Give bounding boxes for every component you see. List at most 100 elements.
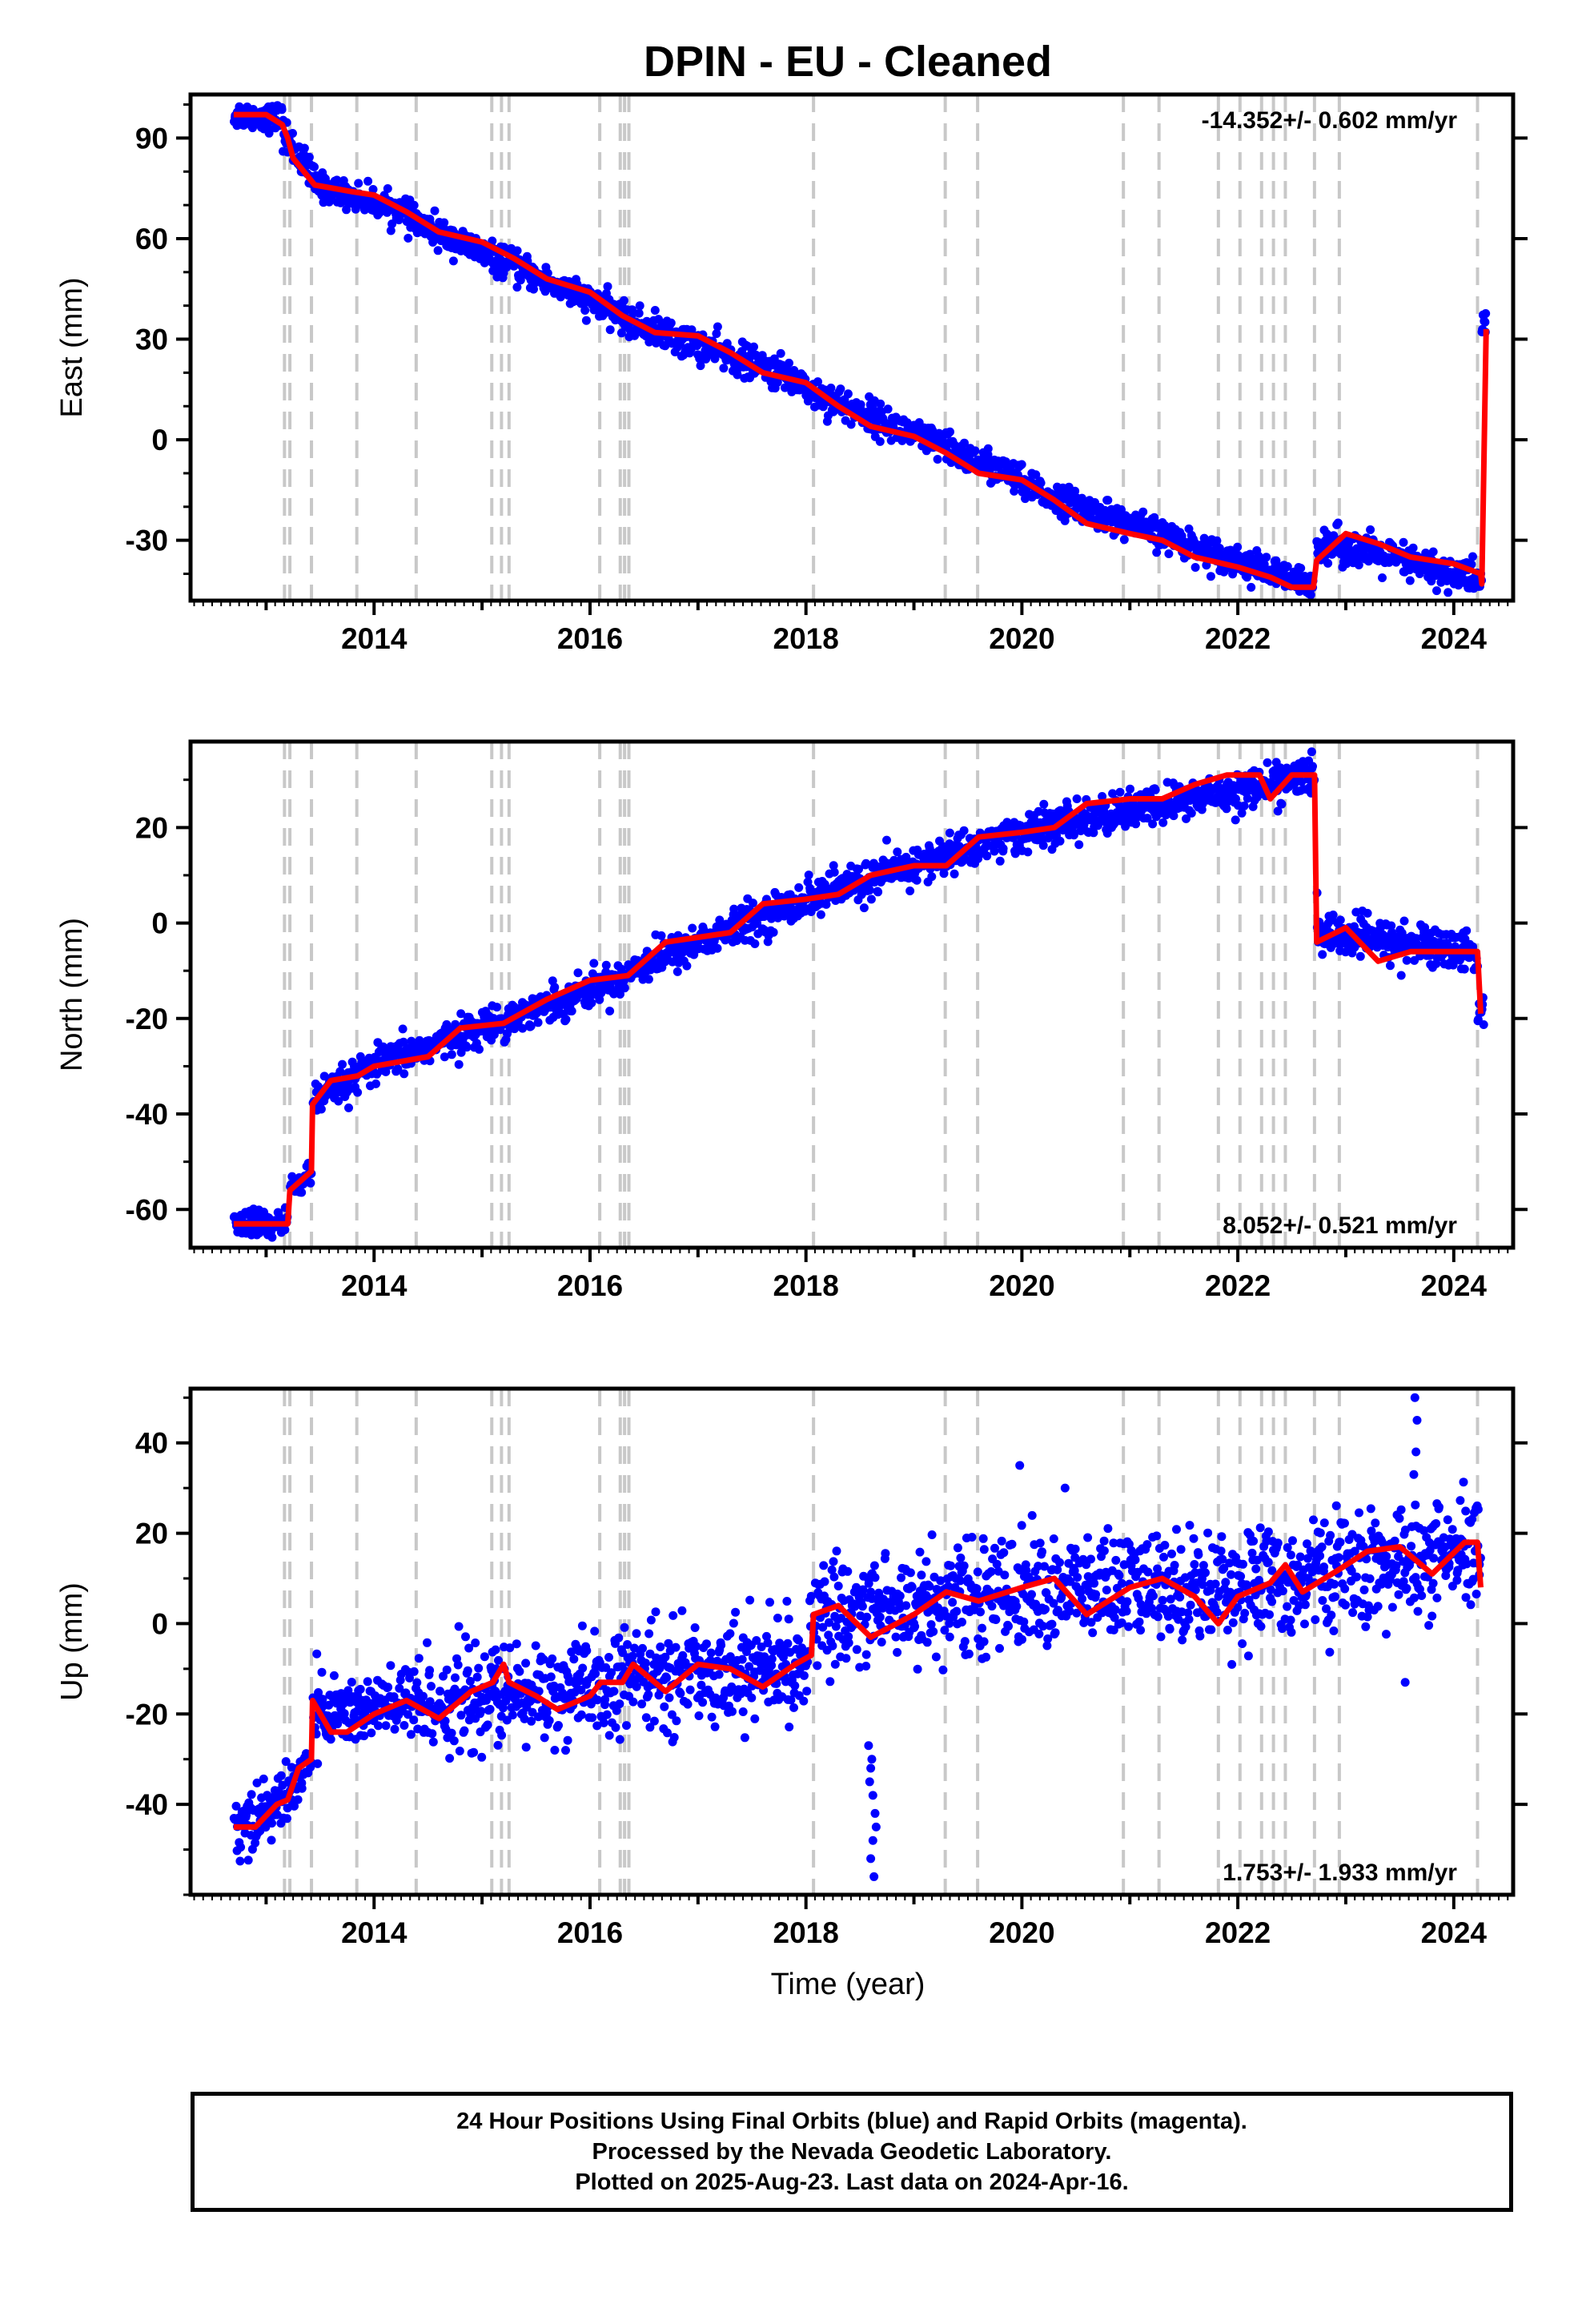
data-point: [1480, 317, 1490, 327]
data-point: [461, 1632, 470, 1642]
data-point: [440, 1052, 449, 1062]
data-point: [1397, 928, 1407, 938]
data-point: [737, 1655, 747, 1664]
data-point: [383, 1683, 393, 1692]
velocity-label: -14.352+/- 0.602 mm/yr: [1202, 107, 1458, 134]
data-point: [493, 1740, 503, 1750]
y-axis-title: East (mm): [55, 277, 89, 417]
data-point: [442, 1665, 452, 1675]
data-point: [696, 361, 705, 371]
data-point: [1259, 560, 1269, 569]
data-point: [1055, 836, 1065, 846]
data-point: [521, 1659, 531, 1668]
data-point: [540, 1733, 549, 1743]
data-point: [1460, 964, 1469, 974]
data-point: [664, 1638, 673, 1648]
data-point: [623, 1640, 632, 1649]
data-point: [767, 1661, 777, 1671]
data-point: [1098, 792, 1107, 801]
data-point: [485, 1704, 495, 1714]
data-point: [1215, 543, 1224, 553]
data-point: [1115, 787, 1125, 797]
data-point: [789, 366, 799, 375]
data-point: [343, 1686, 353, 1695]
data-point: [779, 1652, 788, 1662]
x-tick-label: 2014: [341, 622, 408, 655]
data-point: [339, 1709, 349, 1719]
data-point: [406, 1730, 416, 1739]
data-point: [1271, 556, 1281, 565]
data-point: [390, 1724, 400, 1734]
data-point: [995, 856, 1005, 866]
data-point: [252, 1778, 262, 1787]
data-point: [386, 226, 396, 235]
data-point: [1318, 950, 1327, 959]
data-point: [359, 1731, 369, 1741]
data-point: [725, 1629, 735, 1638]
data-point: [281, 1757, 291, 1767]
data-point: [1074, 840, 1084, 850]
data-point: [398, 1024, 408, 1034]
data-point: [663, 1728, 672, 1738]
data-point: [297, 1188, 307, 1197]
data-point: [612, 1706, 621, 1715]
data-point: [773, 377, 782, 387]
data-point: [427, 1682, 436, 1691]
data-point: [682, 961, 692, 971]
chart-title: DPIN - EU - Cleaned: [644, 38, 1052, 86]
data-point: [959, 826, 969, 835]
data-point: [1399, 916, 1409, 926]
data-point: [247, 1790, 256, 1799]
data-point: [620, 983, 629, 993]
data-point: [440, 218, 449, 227]
y-tick-label: 0: [151, 424, 168, 456]
data-point: [1335, 915, 1345, 925]
data-point: [1239, 801, 1249, 810]
data-point: [550, 1746, 560, 1755]
data-point: [314, 1082, 323, 1092]
data-point: [749, 899, 757, 908]
data-point: [428, 1737, 438, 1747]
data-point: [440, 1716, 450, 1726]
data-point: [310, 162, 319, 171]
data-point: [683, 1699, 693, 1709]
data-point: [661, 341, 670, 351]
data-point: [474, 1663, 484, 1673]
data-point: [454, 1622, 464, 1631]
data-point: [326, 1735, 335, 1744]
data-point: [861, 858, 871, 868]
data-point: [354, 179, 363, 188]
data-point: [603, 282, 612, 292]
data-point: [267, 1819, 276, 1828]
data-point: [1399, 537, 1408, 547]
data-point: [482, 1695, 491, 1705]
data-point: [1164, 549, 1174, 558]
data-point: [804, 870, 813, 880]
data-point: [512, 283, 522, 292]
data-point: [405, 1673, 414, 1683]
data-point: [644, 1690, 653, 1699]
data-point: [1273, 806, 1283, 816]
data-point: [1191, 563, 1200, 572]
data-point: [288, 129, 297, 138]
data-point: [374, 1721, 383, 1731]
model-line: [233, 111, 1489, 590]
data-point: [630, 331, 640, 340]
data-point: [629, 1643, 639, 1653]
y-tick-label: 20: [135, 811, 168, 844]
data-point: [604, 1653, 613, 1662]
observation-points: [229, 1393, 1485, 1881]
data-point: [660, 1702, 669, 1711]
data-point: [512, 246, 522, 255]
data-point: [731, 1607, 741, 1617]
data-point: [351, 204, 360, 214]
data-point: [439, 1671, 448, 1681]
data-point: [876, 399, 885, 408]
data-point: [381, 1721, 391, 1731]
data-point: [313, 1759, 323, 1768]
data-point: [616, 990, 624, 999]
x-tick-label: 2020: [989, 1269, 1054, 1302]
data-point: [469, 1747, 479, 1757]
data-point: [677, 1606, 687, 1615]
